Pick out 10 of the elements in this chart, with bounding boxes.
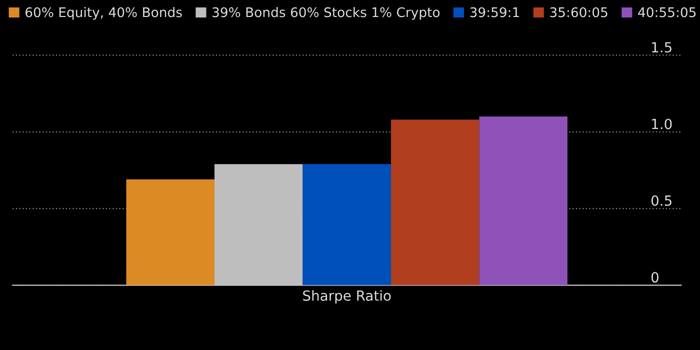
legend-label: 35:60:05 xyxy=(550,7,608,18)
legend-label: 39% Bonds 60% Stocks 1% Crypto xyxy=(212,7,440,20)
y-tick-label: 0 xyxy=(651,272,658,283)
y-tick-label: 0.5 xyxy=(651,195,672,206)
y-tick-label: 1.0 xyxy=(652,118,672,130)
legend-label: 60% Equity, 40% Bonds xyxy=(26,7,182,20)
legend-label: 39:59:1 xyxy=(470,7,519,18)
x-tick-label: Sharpe Ratio xyxy=(303,290,391,304)
legend-label: 40:55:05 xyxy=(638,7,696,18)
y-tick-label: 1.5 xyxy=(652,42,672,53)
